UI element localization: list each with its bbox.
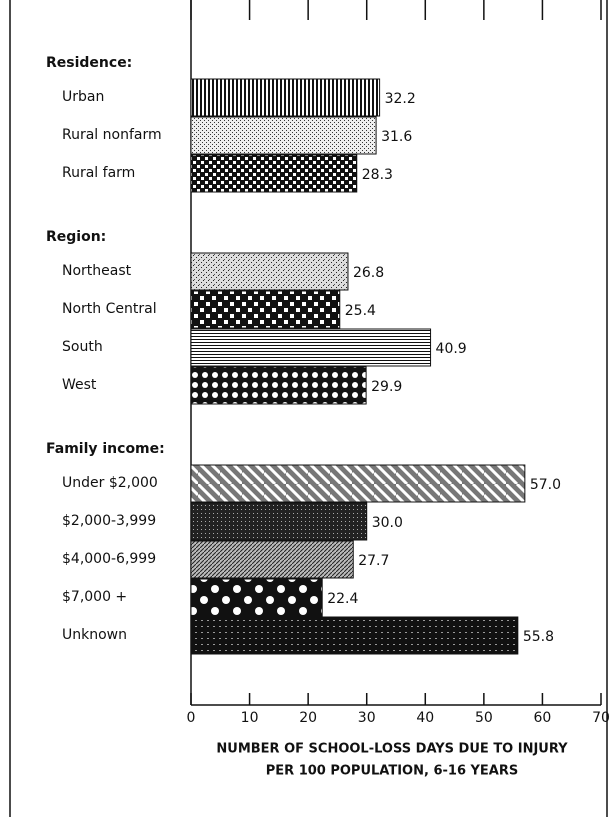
category-label: Unknown (62, 627, 127, 643)
value-label: 26.8 (353, 265, 384, 281)
bar (190, 616, 519, 655)
bar (190, 502, 368, 541)
category-label: Urban (62, 89, 104, 105)
x-axis-label: NUMBER OF SCHOOL-LOSS DAYS DUE TO INJURY (216, 742, 568, 757)
value-label: 28.3 (362, 167, 393, 183)
category-label: Northeast (62, 263, 132, 279)
value-label: 29.9 (371, 379, 402, 395)
bar (190, 578, 323, 617)
bar (190, 540, 354, 579)
category-label: Rural farm (62, 165, 135, 181)
value-label: 40.9 (436, 341, 467, 357)
category-label: $4,000-6,999 (62, 551, 156, 567)
frame (9, 0, 608, 817)
bar (190, 328, 432, 367)
x-tick-label: 70 (592, 710, 610, 726)
group-label: Region: (46, 229, 106, 245)
x-tick-label: 30 (358, 710, 376, 726)
bar (190, 154, 358, 193)
x-tick-label: 20 (299, 710, 317, 726)
x-tick-label: 10 (241, 710, 259, 726)
category-label: West (62, 377, 97, 393)
category-label: Under $2,000 (62, 475, 158, 491)
group-label: Residence: (46, 55, 132, 71)
bar (190, 78, 381, 117)
value-label: 30.0 (372, 515, 403, 531)
bar (190, 290, 341, 329)
value-label: 25.4 (345, 303, 376, 319)
bar (190, 366, 367, 405)
value-label: 57.0 (530, 477, 561, 493)
category-label: Rural nonfarm (62, 127, 162, 143)
value-label: 27.7 (358, 553, 389, 569)
x-tick-label: 40 (416, 710, 434, 726)
group-label: Family income: (46, 441, 165, 457)
value-label: 31.6 (381, 129, 412, 145)
value-label: 55.8 (523, 629, 554, 645)
bar (190, 116, 377, 155)
value-label: 32.2 (385, 91, 416, 107)
x-tick-label: 50 (475, 710, 493, 726)
value-label: 22.4 (327, 591, 358, 607)
x-axis-label: PER 100 POPULATION, 6-16 YEARS (266, 764, 519, 779)
category-label: North Central (62, 301, 157, 317)
bar (190, 252, 349, 291)
category-label: $2,000-3,999 (62, 513, 156, 529)
category-label: $7,000 + (62, 589, 127, 605)
bar (190, 464, 526, 503)
category-label: South (62, 339, 103, 355)
x-tick-label: 0 (187, 710, 196, 726)
x-tick-label: 60 (534, 710, 552, 726)
